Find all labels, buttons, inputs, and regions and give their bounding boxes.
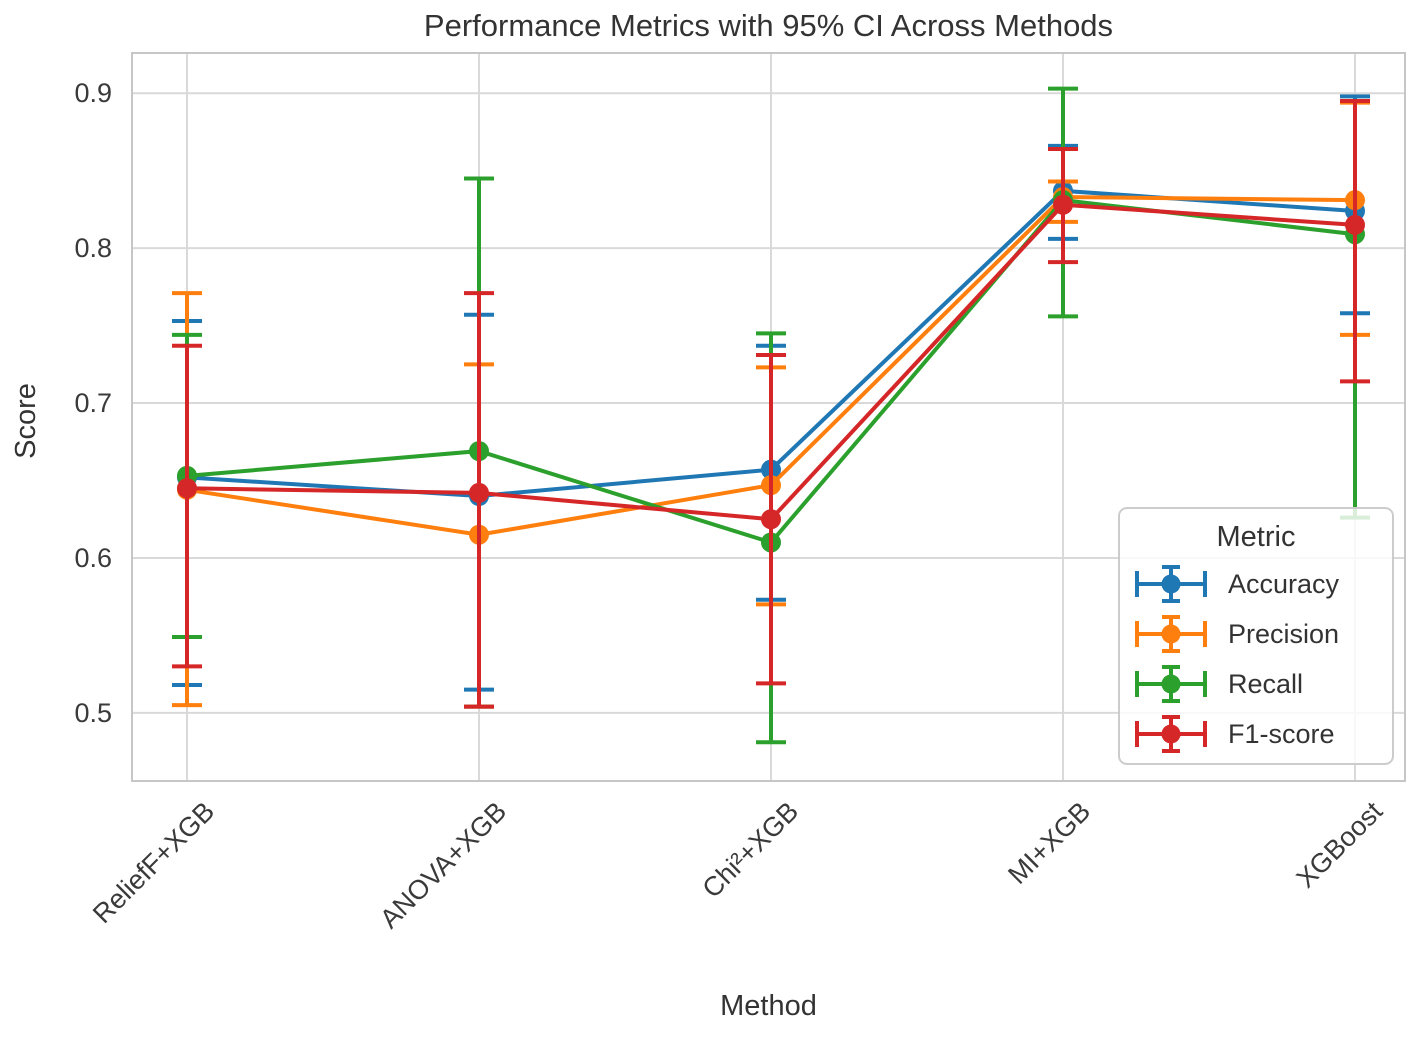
- y-tick-label: 0.6: [74, 542, 112, 573]
- legend-label: Precision: [1228, 618, 1340, 649]
- legend-label: Recall: [1228, 668, 1304, 699]
- legend-label: Accuracy: [1228, 568, 1340, 599]
- legend-item-f1-score: F1-score: [1120, 709, 1392, 759]
- legend-box: Metric Accuracy Precision Recall F1-scor…: [1118, 507, 1394, 765]
- x-axis-label: Method: [720, 990, 817, 1022]
- y-tick-label: 0.8: [74, 233, 112, 264]
- y-tick-label: 0.5: [74, 697, 112, 728]
- errorbar-marker-icon: [1132, 612, 1210, 656]
- legend-title: Metric: [1216, 521, 1296, 553]
- legend-label: F1-score: [1228, 718, 1335, 749]
- chart-title: Performance Metrics with 95% CI Across M…: [423, 8, 1114, 43]
- errorbar-marker-icon: [1132, 712, 1210, 756]
- y-tick-label: 0.9: [74, 78, 112, 109]
- y-axis-label: Score: [10, 383, 42, 459]
- errorbar-marker-icon: [1132, 662, 1210, 706]
- legend-item-accuracy: Accuracy: [1120, 559, 1392, 609]
- legend-item-precision: Precision: [1120, 609, 1392, 659]
- errorbar-marker-icon: [1132, 562, 1210, 606]
- legend-item-recall: Recall: [1120, 659, 1392, 709]
- y-tick-label: 0.7: [74, 388, 112, 419]
